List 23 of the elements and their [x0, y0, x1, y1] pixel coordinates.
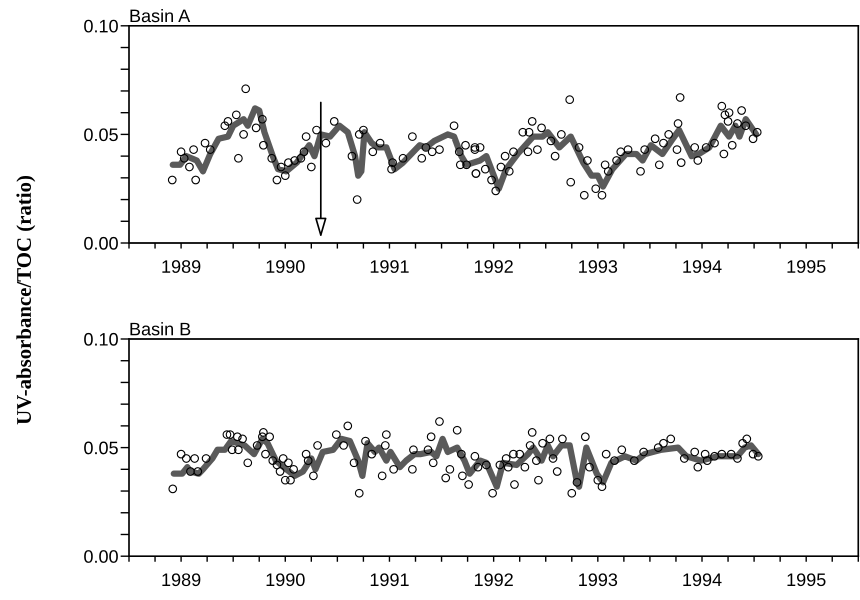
chart-title: Basin A — [130, 8, 190, 22]
x-tick-label: 1991 — [370, 260, 409, 273]
x-tick-label: 1992 — [474, 573, 513, 586]
y-tick-label: 0.05 — [84, 128, 118, 142]
y-tick-label: 0.10 — [84, 20, 118, 33]
x-tick-label: 1993 — [579, 573, 618, 586]
x-tick-label: 1992 — [474, 260, 513, 273]
x-tick-label: 1994 — [683, 573, 722, 586]
x-tick-label: 1990 — [266, 260, 305, 273]
y-tick-label: 0.00 — [84, 550, 118, 563]
x-tick-label: 1989 — [162, 573, 200, 586]
x-tick-label: 1991 — [370, 573, 409, 586]
y-axis-title: UV-absorbance/TOC (ratio) — [16, 176, 36, 424]
x-tick-label: 1990 — [266, 573, 305, 586]
y-tick-label: 0.00 — [84, 236, 118, 250]
x-tick-label: 1995 — [787, 260, 826, 273]
chart-title: Basin B — [130, 322, 190, 336]
x-tick-label: 1989 — [162, 260, 200, 273]
x-tick-label: 1995 — [787, 573, 826, 586]
y-tick-label: 0.10 — [84, 332, 118, 346]
x-tick-label: 1994 — [683, 260, 722, 273]
y-tick-label: 0.05 — [84, 442, 118, 454]
x-tick-label: 1993 — [579, 260, 618, 273]
